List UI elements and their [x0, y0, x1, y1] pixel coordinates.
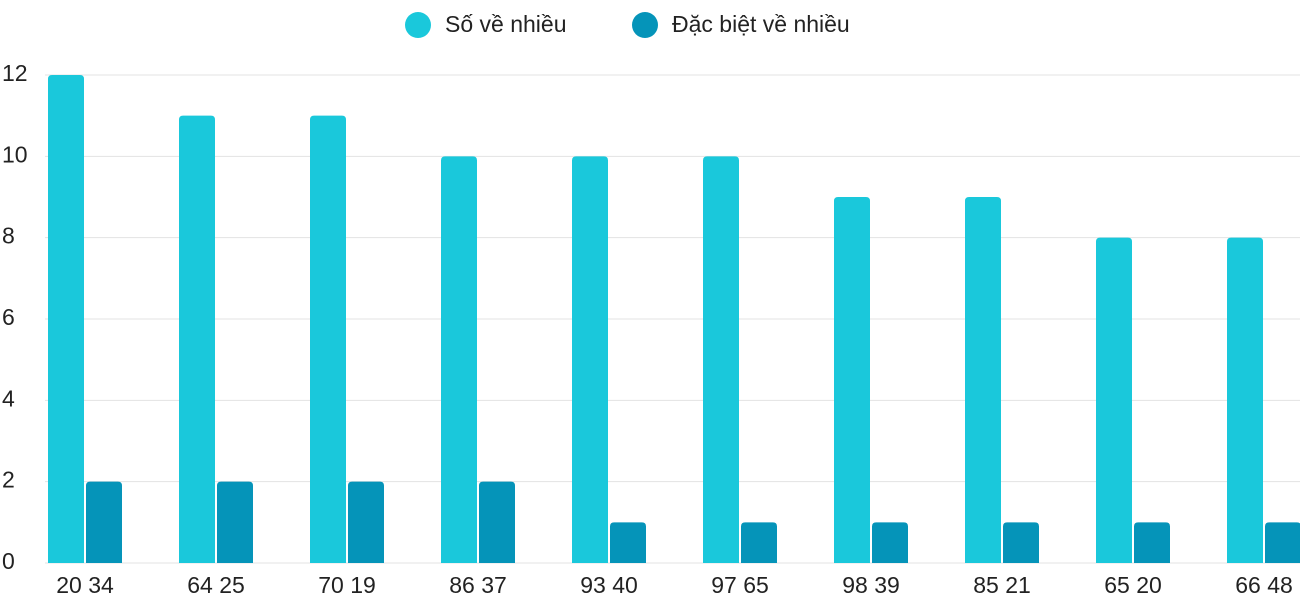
bar	[48, 75, 84, 563]
bar	[441, 156, 477, 564]
legend-label: Số về nhiều	[445, 11, 566, 37]
bar	[703, 156, 739, 564]
bar	[834, 197, 870, 563]
y-tick-label: 8	[2, 223, 15, 249]
y-tick-label: 0	[2, 548, 15, 574]
bar	[86, 481, 122, 563]
x-tick-label: 86 37	[449, 572, 507, 598]
bar	[1134, 522, 1170, 563]
bar	[217, 481, 253, 563]
bar	[1265, 522, 1300, 563]
x-tick-label: 66 48	[1235, 572, 1293, 598]
bar	[179, 115, 215, 564]
y-tick-label: 2	[2, 467, 15, 493]
bar	[965, 197, 1001, 563]
y-tick-label: 6	[2, 304, 15, 330]
bar	[741, 522, 777, 563]
x-tick-label: 97 65	[711, 572, 769, 598]
bar	[310, 115, 346, 564]
bar	[572, 156, 608, 564]
legend-marker	[632, 12, 658, 38]
y-tick-label: 12	[2, 60, 28, 86]
x-tick-label: 65 20	[1104, 572, 1162, 598]
bar	[1096, 237, 1132, 563]
x-tick-label: 98 39	[842, 572, 900, 598]
legend-label: Đặc biệt về nhiều	[672, 11, 850, 37]
x-tick-label: 70 19	[318, 572, 376, 598]
x-tick-label: 64 25	[187, 572, 245, 598]
y-tick-label: 4	[2, 385, 15, 411]
bar	[610, 522, 646, 563]
y-tick-label: 10	[2, 141, 28, 167]
bar	[479, 481, 515, 563]
x-tick-label: 93 40	[580, 572, 638, 598]
x-tick-label: 85 21	[973, 572, 1031, 598]
bar	[348, 481, 384, 563]
bar	[1003, 522, 1039, 563]
x-tick-label: 20 34	[56, 572, 114, 598]
legend-marker	[405, 12, 431, 38]
bar	[872, 522, 908, 563]
bar	[1227, 237, 1263, 563]
